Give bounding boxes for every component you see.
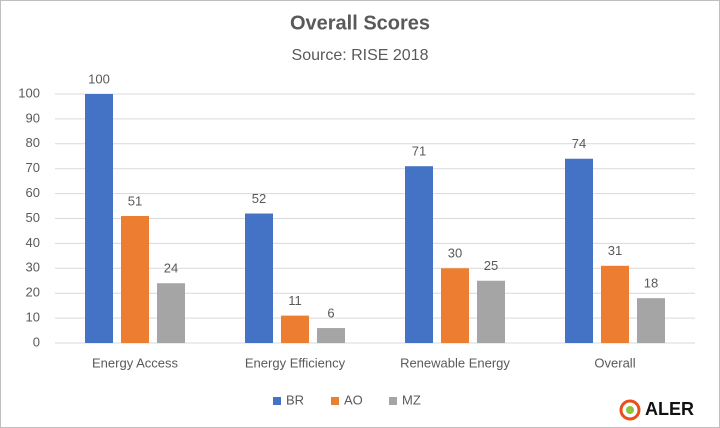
legend-label: BR	[286, 392, 304, 407]
data-label: 25	[484, 258, 498, 273]
logo-text: ALER	[645, 399, 694, 419]
y-tick-label: 0	[33, 334, 40, 349]
data-label: 31	[608, 243, 622, 258]
data-label: 18	[644, 276, 658, 291]
y-tick-label: 60	[26, 185, 40, 200]
bar	[405, 166, 433, 343]
legend-label: MZ	[402, 392, 421, 407]
y-tick-label: 70	[26, 160, 40, 175]
x-tick-label: Overall	[594, 355, 635, 370]
data-label: 11	[288, 293, 302, 308]
y-tick-label: 10	[26, 310, 40, 325]
bar	[157, 283, 185, 343]
y-tick-label: 30	[26, 260, 40, 275]
y-tick-label: 80	[26, 135, 40, 150]
bar	[121, 216, 149, 343]
logo: ALER	[619, 399, 694, 421]
legend-swatch	[273, 397, 281, 405]
data-label: 30	[448, 246, 462, 261]
bar	[245, 213, 273, 343]
x-tick-label: Energy Efficiency	[245, 355, 346, 370]
bar	[565, 158, 593, 343]
bar	[317, 328, 345, 343]
data-label: 6	[327, 305, 334, 320]
bar	[281, 315, 309, 343]
bar	[441, 268, 469, 343]
bar	[601, 265, 629, 343]
data-label: 52	[252, 191, 266, 206]
x-tick-label: Energy Access	[92, 355, 178, 370]
chart-subtitle: Source: RISE 2018	[292, 47, 429, 64]
bar	[477, 280, 505, 343]
bar	[637, 298, 665, 343]
data-label: 51	[128, 193, 142, 208]
y-tick-label: 90	[26, 110, 40, 125]
legend-label: AO	[344, 392, 363, 407]
y-tick-label: 50	[26, 210, 40, 225]
logo-icon	[619, 399, 641, 421]
y-tick-label: 100	[18, 85, 40, 100]
y-tick-label: 40	[26, 235, 40, 250]
bar	[85, 94, 113, 343]
data-label: 71	[412, 144, 426, 159]
chart-title: Overall Scores	[290, 12, 430, 34]
y-tick-label: 20	[26, 285, 40, 300]
legend-swatch	[331, 397, 339, 405]
data-label: 24	[164, 261, 178, 276]
logo-icon-center	[626, 406, 634, 414]
data-label: 100	[88, 71, 110, 86]
legend-swatch	[389, 397, 397, 405]
data-label: 74	[572, 136, 586, 151]
x-tick-label: Renewable Energy	[400, 355, 510, 370]
